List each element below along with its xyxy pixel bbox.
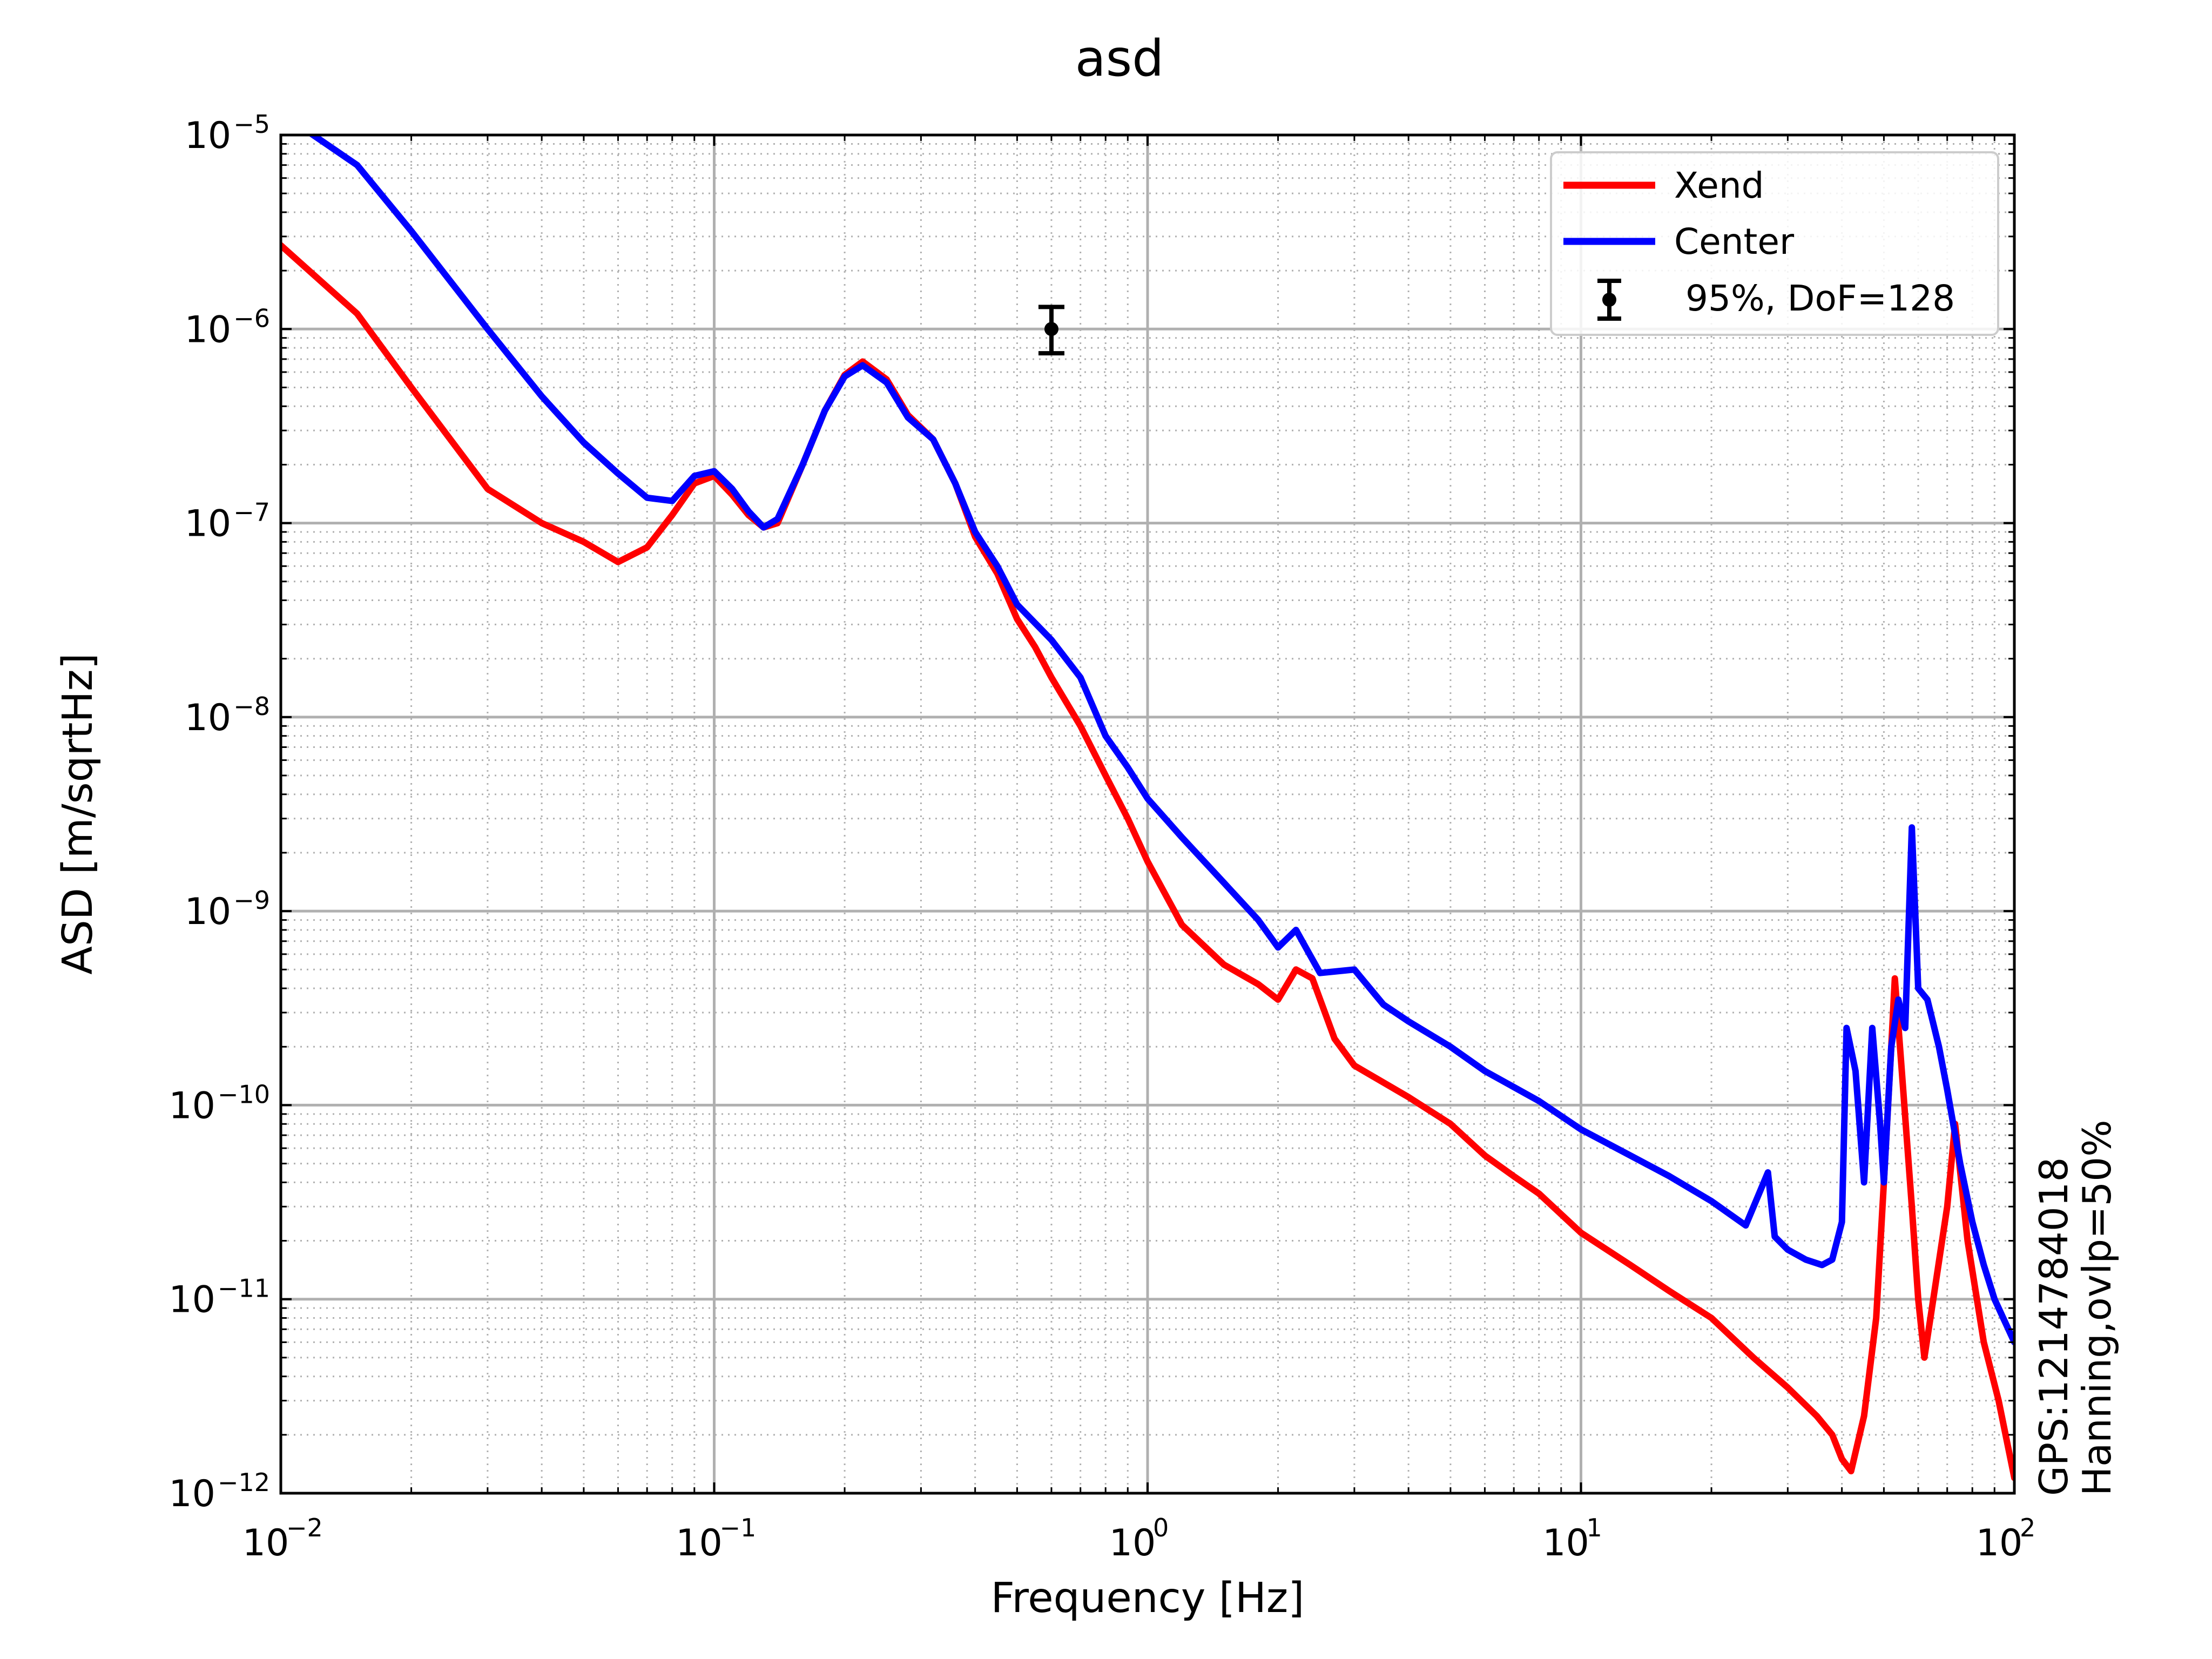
- x-tick-exponent: 0: [1153, 1513, 1169, 1542]
- series-line-center: [307, 135, 2014, 1346]
- y-tick-label: 10: [168, 1473, 215, 1515]
- y-tick-label: 10: [185, 891, 232, 933]
- x-tick-exponent: −2: [286, 1513, 323, 1542]
- window-annotation: Hanning,ovlp=50%: [2074, 1120, 2120, 1496]
- y-tick-label: 10: [168, 1279, 215, 1321]
- legend-swatch-errorbar: [1597, 279, 1621, 321]
- series-layer: [281, 135, 2014, 1481]
- x-tick-exponent: 1: [1587, 1513, 1602, 1542]
- legend-label-errorbar: 95%, DoF=128: [1674, 278, 1955, 319]
- x-tick-exponent: −1: [720, 1513, 757, 1542]
- legend-label-center: Center: [1674, 221, 1795, 262]
- y-tick-exponent: −10: [218, 1080, 270, 1109]
- y-tick-label: 10: [168, 1084, 215, 1127]
- y-axis-title: ASD [m/sqrtHz]: [54, 653, 102, 975]
- legend-label-xend: Xend: [1674, 165, 1764, 206]
- x-tick-label: 10: [1976, 1522, 2023, 1564]
- y-tick-exponent: −12: [218, 1468, 270, 1497]
- x-tick-label: 10: [1109, 1522, 1156, 1564]
- y-tick-label: 10: [185, 308, 232, 351]
- x-tick-exponent: 2: [2020, 1513, 2035, 1542]
- x-tick-label: 10: [676, 1522, 723, 1564]
- legend-box: [1550, 151, 1999, 336]
- x-tick-label: 10: [1542, 1522, 1589, 1564]
- y-tick-label: 10: [185, 503, 232, 545]
- y-tick-exponent: −5: [233, 110, 270, 139]
- y-tick-label: 10: [185, 697, 232, 739]
- ticks: [280, 134, 2015, 1494]
- y-tick-exponent: −9: [233, 886, 270, 915]
- errorbar-point: [1044, 322, 1058, 336]
- x-axis-title: Frequency [Hz]: [991, 1574, 1305, 1622]
- y-tick-exponent: −6: [233, 304, 270, 333]
- y-tick-exponent: −8: [233, 692, 270, 721]
- x-tick-labels: 10−2 10−1 100 101 102: [242, 1513, 2036, 1564]
- y-tick-exponent: −7: [233, 498, 270, 527]
- confidence-marker-layer: [1038, 305, 1064, 356]
- y-tick-label: 10: [185, 114, 232, 157]
- legend: Xend Center 95%, DoF=128: [1550, 151, 1999, 336]
- x-tick-label: 10: [242, 1522, 289, 1564]
- chart-title: asd: [1075, 29, 1164, 87]
- plot-area: [281, 135, 2014, 1481]
- y-tick-exponent: −11: [218, 1274, 270, 1303]
- grid: [279, 133, 2016, 1495]
- gps-annotation: GPS:1214784018: [2031, 1157, 2076, 1496]
